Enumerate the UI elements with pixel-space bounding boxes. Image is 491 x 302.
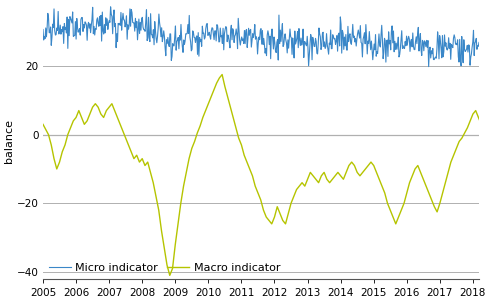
Micro indicator xyxy=(75,26,81,29)
Y-axis label: balance: balance xyxy=(4,120,14,163)
Micro indicator xyxy=(108,5,113,9)
Macro indicator xyxy=(167,274,173,277)
Macro indicator xyxy=(62,143,68,147)
Macro indicator xyxy=(203,109,209,112)
Macro indicator xyxy=(40,123,46,126)
Micro indicator xyxy=(274,40,280,44)
Macro indicator xyxy=(120,129,126,133)
Micro indicator xyxy=(40,28,46,31)
Micro indicator xyxy=(115,22,121,25)
Line: Micro indicator: Micro indicator xyxy=(43,7,491,70)
Micro indicator xyxy=(177,38,183,42)
Macro indicator xyxy=(82,123,87,126)
Legend: Micro indicator, Macro indicator: Micro indicator, Macro indicator xyxy=(46,261,282,275)
Micro indicator xyxy=(477,68,483,72)
Macro indicator xyxy=(316,181,322,185)
Micro indicator xyxy=(433,55,438,59)
Line: Macro indicator: Macro indicator xyxy=(43,68,491,275)
